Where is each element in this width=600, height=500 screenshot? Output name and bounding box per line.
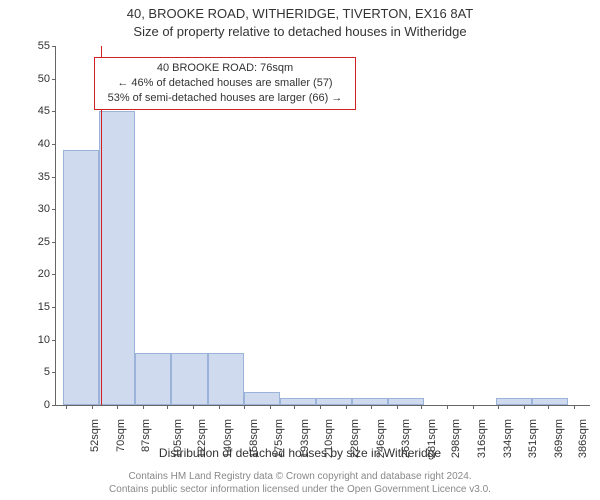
callout-box: 40 BROOKE ROAD: 76sqm← 46% of detached h…	[94, 57, 356, 110]
x-tick	[371, 405, 372, 409]
y-tick-label: 50	[26, 73, 50, 85]
y-tick	[52, 405, 56, 406]
y-tick	[52, 144, 56, 145]
y-tick-label: 10	[26, 334, 50, 346]
histogram-bar	[244, 392, 280, 405]
x-tick	[117, 405, 118, 409]
histogram-bar	[496, 398, 532, 405]
y-tick	[52, 242, 56, 243]
y-tick-label: 20	[26, 268, 50, 280]
x-tick	[143, 405, 144, 409]
x-tick	[346, 405, 347, 409]
y-tick-label: 30	[26, 203, 50, 215]
footer-line2: Contains public sector information licen…	[0, 483, 600, 496]
histogram-bar	[352, 398, 388, 405]
y-tick	[52, 209, 56, 210]
footer-line1: Contains HM Land Registry data © Crown c…	[0, 470, 600, 483]
y-tick-label: 15	[26, 301, 50, 313]
x-tick	[397, 405, 398, 409]
y-tick-label: 35	[26, 171, 50, 183]
x-tick	[574, 405, 575, 409]
x-tick	[498, 405, 499, 409]
x-tick	[421, 405, 422, 409]
y-tick	[52, 111, 56, 112]
histogram-bar	[99, 111, 135, 405]
y-tick-label: 5	[26, 366, 50, 378]
x-tick	[167, 405, 168, 409]
histogram-bar	[316, 398, 352, 405]
y-tick	[52, 79, 56, 80]
chart-container: 40, BROOKE ROAD, WITHERIDGE, TIVERTON, E…	[0, 0, 600, 500]
callout-line1: 40 BROOKE ROAD: 76sqm	[101, 61, 349, 76]
histogram-bar	[388, 398, 424, 405]
x-tick	[193, 405, 194, 409]
y-tick-label: 0	[26, 399, 50, 411]
y-tick	[52, 372, 56, 373]
x-tick	[548, 405, 549, 409]
footer-attribution: Contains HM Land Registry data © Crown c…	[0, 470, 600, 496]
y-tick	[52, 274, 56, 275]
x-tick	[473, 405, 474, 409]
y-tick	[52, 307, 56, 308]
x-axis-label: Distribution of detached houses by size …	[0, 446, 600, 460]
x-tick	[219, 405, 220, 409]
y-tick	[52, 340, 56, 341]
y-tick-label: 55	[26, 40, 50, 52]
y-tick	[52, 177, 56, 178]
x-tick	[92, 405, 93, 409]
chart-title-line1: 40, BROOKE ROAD, WITHERIDGE, TIVERTON, E…	[0, 6, 600, 21]
y-tick	[52, 46, 56, 47]
y-tick-label: 45	[26, 105, 50, 117]
y-tick-label: 25	[26, 236, 50, 248]
histogram-bar	[171, 353, 207, 405]
histogram-bar	[208, 353, 244, 405]
plot-area: 051015202530354045505552sqm70sqm87sqm105…	[55, 46, 590, 406]
callout-line3: 53% of semi-detached houses are larger (…	[101, 91, 349, 106]
histogram-bar	[135, 353, 171, 405]
histogram-bar	[532, 398, 568, 405]
x-tick	[244, 405, 245, 409]
x-tick	[320, 405, 321, 409]
callout-line2: ← 46% of detached houses are smaller (57…	[101, 76, 349, 91]
x-tick	[447, 405, 448, 409]
histogram-bar	[280, 398, 316, 405]
x-tick	[524, 405, 525, 409]
x-tick	[66, 405, 67, 409]
chart-title-line2: Size of property relative to detached ho…	[0, 24, 600, 39]
histogram-bar	[63, 150, 99, 405]
y-tick-label: 40	[26, 138, 50, 150]
x-tick	[294, 405, 295, 409]
x-tick	[270, 405, 271, 409]
